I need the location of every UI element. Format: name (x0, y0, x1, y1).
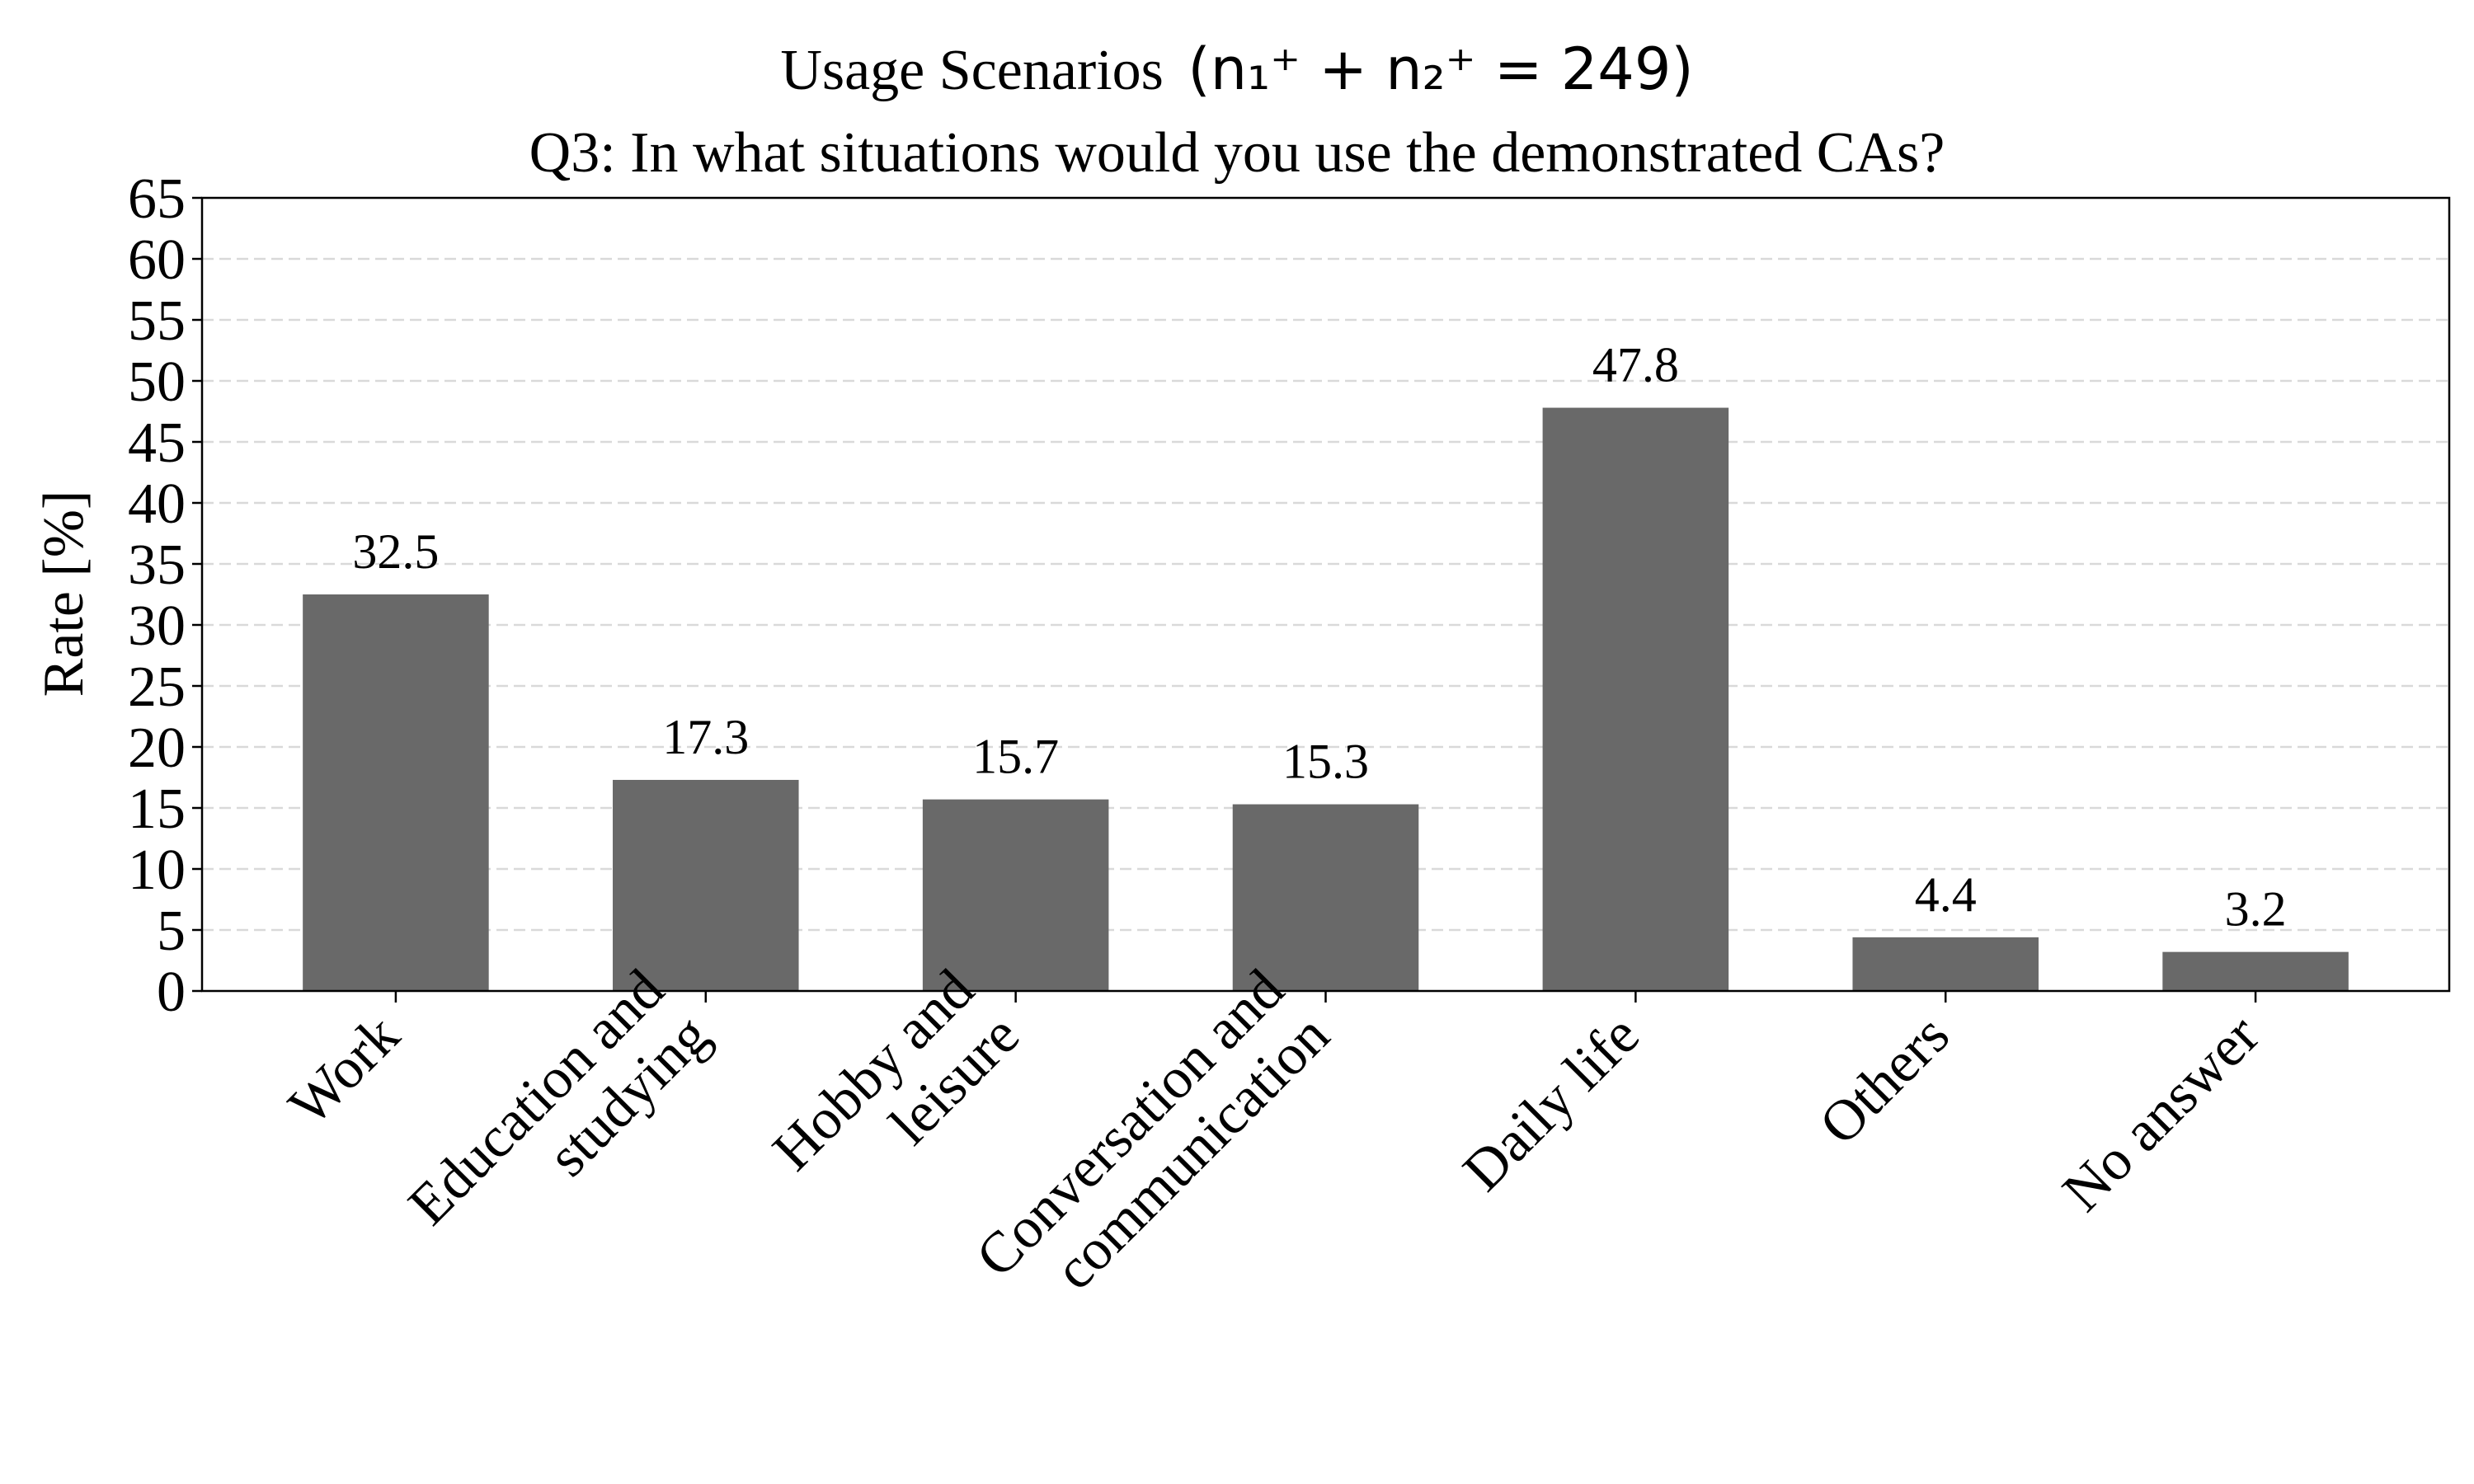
bar (1542, 407, 1729, 991)
bar (1852, 937, 2039, 991)
y-tick-label: 15 (128, 777, 186, 841)
y-tick-label: 10 (128, 838, 186, 902)
bar-value-label: 17.3 (662, 710, 749, 764)
chart-subtitle: Q3: In what situations would you use the… (529, 121, 1945, 185)
value-labels: 32.5 17.3 15.7 15.3 47.8 4.4 3.2 (352, 338, 2286, 937)
y-tick-label: 0 (157, 960, 186, 1024)
y-tick-label: 35 (128, 533, 186, 597)
y-tick-label: 40 (128, 472, 186, 536)
bar-value-label: 3.2 (2225, 882, 2287, 937)
x-tick-label-line: Daily life (1451, 1003, 1652, 1204)
bars (303, 407, 2349, 991)
y-tick-label: 30 (128, 594, 186, 658)
y-tick-label: 5 (157, 899, 186, 963)
y-tick-label: 25 (128, 655, 186, 719)
bar (2162, 951, 2349, 991)
chart-title: Usage Scenarios (n₁⁺ + n₂⁺ = 249) (780, 35, 1693, 103)
y-tick-label: 60 (128, 228, 186, 292)
bar (1232, 804, 1419, 991)
chart-title-prefix: Usage Scenarios (780, 39, 1164, 102)
x-tick-label: Daily life (1451, 1003, 1652, 1204)
bar-value-label: 47.8 (1592, 338, 1679, 392)
chart-title-math: (n₁⁺ + n₂⁺ = 249) (1188, 35, 1693, 103)
bar-value-label: 4.4 (1915, 867, 1977, 922)
y-tick-label: 50 (128, 350, 186, 414)
bar-value-label: 15.3 (1282, 735, 1369, 789)
y-tick-label: 45 (128, 411, 186, 475)
x-tick-label-line: Others (1808, 1003, 1961, 1157)
bar (303, 594, 489, 991)
x-tick-label: No answer (2051, 1003, 2271, 1223)
grid-lines (202, 257, 2449, 932)
y-tick-label: 20 (128, 716, 186, 780)
bar-value-label: 15.7 (972, 730, 1059, 784)
y-tick-label: 65 (128, 167, 186, 231)
x-tick-label: Others (1808, 1003, 1961, 1157)
y-tick-label: 55 (128, 289, 186, 353)
bar-value-label: 32.5 (352, 524, 439, 579)
x-tick-label: Work (277, 1003, 412, 1138)
bar (922, 799, 1109, 991)
x-tick-label-line: Work (277, 1003, 412, 1138)
x-tick-label-line: No answer (2051, 1003, 2271, 1223)
bar (613, 779, 799, 991)
y-axis-label: Rate [%] (32, 491, 96, 697)
